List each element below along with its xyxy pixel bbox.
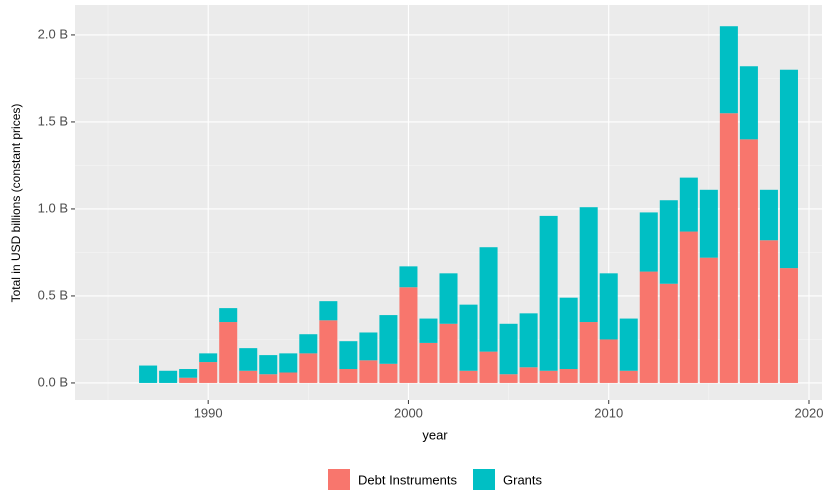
bar-segment [239, 348, 258, 371]
bar-segment [199, 353, 218, 363]
bar-segment [639, 212, 658, 272]
bar-segment [719, 26, 738, 114]
bar-segment [339, 369, 358, 383]
bar-segment [359, 360, 378, 383]
bar-segment [579, 322, 598, 383]
bar-segment [679, 177, 698, 232]
bar-segment [479, 351, 498, 383]
legend-label: Debt Instruments [358, 472, 457, 487]
legend-swatch [328, 469, 350, 490]
bar-segment [579, 207, 598, 323]
y-tick-label: 0.0 B [38, 374, 68, 389]
bar-segment [199, 362, 218, 383]
bar-segment [619, 370, 638, 383]
bar-segment [739, 66, 758, 140]
bar-segment [599, 339, 618, 383]
bar-segment [779, 69, 798, 269]
bar-segment [299, 353, 318, 383]
y-axis-title: Total in USD billions (constant prices) [9, 104, 23, 303]
bar-segment [639, 271, 658, 383]
bar-segment [139, 365, 158, 383]
bar-segment [339, 341, 358, 370]
bar-segment [759, 240, 778, 383]
bar-segment [259, 355, 278, 375]
bar-segment [439, 273, 458, 324]
bar-segment [239, 370, 258, 383]
bar-segment [159, 370, 178, 383]
bar-segment [539, 370, 558, 383]
y-tick-label: 1.5 B [38, 113, 68, 128]
x-axis-title: year [422, 427, 448, 442]
bar-segment [299, 334, 318, 354]
bar-segment [179, 377, 198, 383]
bar-segment [719, 113, 738, 383]
bar-segment [279, 372, 298, 383]
bar-segment [279, 353, 298, 373]
bar-segment [359, 332, 378, 361]
bar-segment [379, 315, 398, 364]
bar-segment [759, 189, 778, 241]
y-tick-label: 1.0 B [38, 200, 68, 215]
bar-segment [259, 374, 278, 383]
bar-segment [519, 367, 538, 383]
legend-swatch [473, 469, 495, 490]
bar-segment [559, 369, 578, 383]
bar-segment [419, 318, 438, 343]
bar-segment [659, 200, 678, 284]
bar-segment [399, 266, 418, 288]
bar-segment [399, 287, 418, 383]
bar-segment [419, 342, 438, 383]
bar-segment [539, 215, 558, 371]
bar-segment [499, 374, 518, 383]
bar-segment [779, 268, 798, 383]
bar-segment [499, 323, 518, 375]
bar-segment [479, 247, 498, 352]
bar-segment [439, 323, 458, 383]
bar-segment [699, 189, 718, 258]
x-tick-label: 1990 [194, 405, 223, 420]
bar-segment [679, 231, 698, 383]
bar-segment [559, 297, 578, 370]
bar-segment [459, 304, 478, 371]
bar-segment [519, 313, 538, 368]
bar-segment [319, 320, 338, 383]
bar-segment [219, 308, 238, 323]
bar-segment [319, 301, 338, 321]
x-tick-label: 2020 [795, 405, 824, 420]
bar-segment [599, 273, 618, 340]
x-tick-label: 2000 [394, 405, 423, 420]
y-tick-label: 0.5 B [38, 287, 68, 302]
bar-segment [619, 318, 638, 371]
x-tick-label: 2010 [594, 405, 623, 420]
bar-segment [739, 139, 758, 383]
bar-segment [699, 257, 718, 383]
bar-segment [219, 322, 238, 383]
legend-label: Grants [503, 472, 543, 487]
bar-segment [179, 369, 198, 378]
bar-segment [459, 370, 478, 383]
bar-segment [659, 283, 678, 383]
bar-segment [379, 363, 398, 383]
y-tick-label: 2.0 B [38, 26, 68, 41]
